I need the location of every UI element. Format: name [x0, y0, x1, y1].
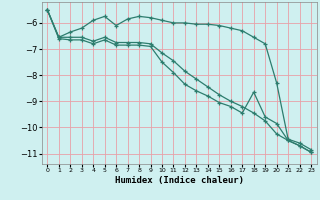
X-axis label: Humidex (Indice chaleur): Humidex (Indice chaleur) [115, 176, 244, 185]
